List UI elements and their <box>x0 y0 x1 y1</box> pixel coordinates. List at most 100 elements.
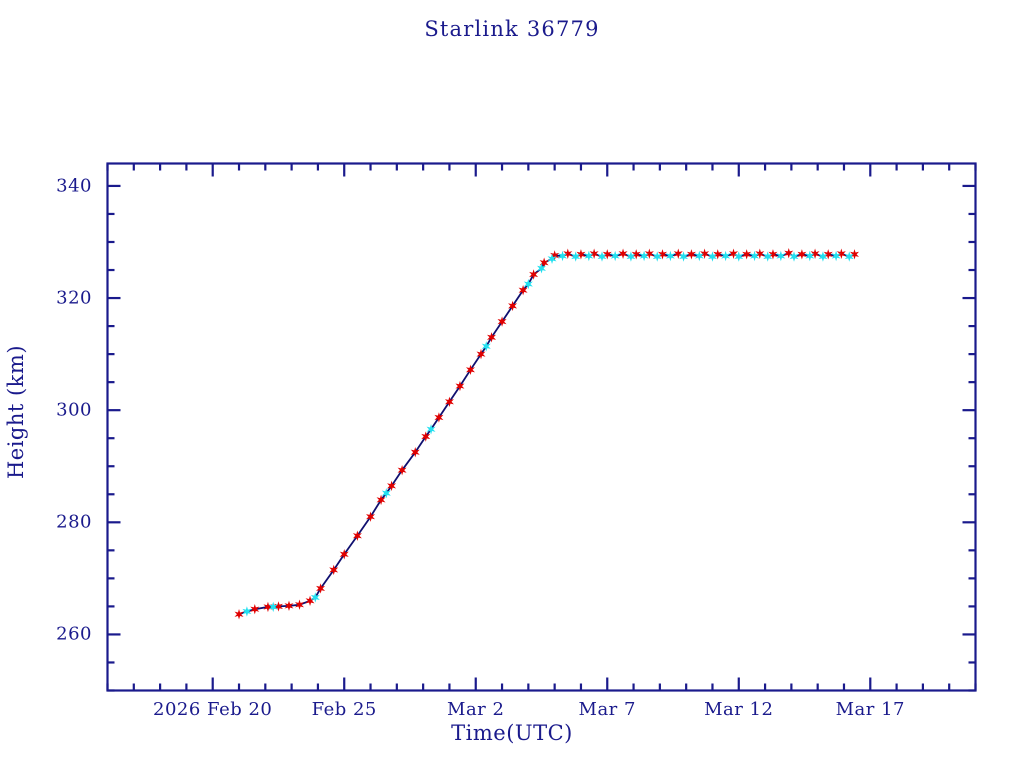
data-point-marker-perigee <box>844 251 854 262</box>
data-point-marker-perigee <box>597 251 607 262</box>
data-point-marker-apogee <box>366 511 376 522</box>
data-point-marker-apogee <box>729 248 739 259</box>
x-tick-label: 2026 Feb 20 <box>153 698 273 720</box>
data-point-marker-apogee <box>387 480 397 492</box>
x-tick-label: Mar 7 <box>578 698 636 720</box>
axis-frame <box>106 162 977 692</box>
x-tick-label: Feb 25 <box>311 698 377 720</box>
data-point-marker-perigee <box>558 250 568 262</box>
data-point-marker-apogee <box>329 564 339 576</box>
data-point-marker-perigee <box>310 592 320 603</box>
y-tick-label: 320 <box>56 287 92 309</box>
data-point-marker-apogee <box>487 332 497 343</box>
data-point-marker-apogee <box>700 248 710 259</box>
data-point-marker-perigee <box>721 250 731 262</box>
data-point-marker-apogee <box>644 248 654 259</box>
data-point-marker-perigee <box>831 250 841 262</box>
data-point-marker-perigee <box>523 278 533 290</box>
series-lines <box>238 252 855 616</box>
data-point-marker-apogee <box>589 248 599 259</box>
data-point-marker-apogee <box>742 249 752 260</box>
data-point-marker-apogee <box>339 549 349 560</box>
data-point-marker-apogee <box>768 249 778 260</box>
data-point-marker-perigee <box>547 253 557 265</box>
data-point-marker-perigee <box>481 341 491 352</box>
data-point-marker-apogee <box>465 364 475 376</box>
data-point-marker-perigee <box>537 263 546 274</box>
data-point-marker-apogee <box>810 248 820 259</box>
data-point-marker-perigee <box>750 250 760 262</box>
y-tick-label: 260 <box>56 623 92 645</box>
data-point-marker-apogee <box>497 316 507 327</box>
data-point-marker-apogee <box>444 396 454 407</box>
data-point-marker-perigee <box>268 601 278 613</box>
data-point-marker-apogee <box>352 530 362 541</box>
plot-frame <box>106 162 977 692</box>
y-tick-label: 300 <box>56 399 92 421</box>
series-connector-line <box>238 252 855 616</box>
data-point-marker-apogee <box>476 348 486 360</box>
data-point-marker-apogee <box>250 604 260 615</box>
x-tick-label: Mar 17 <box>835 698 905 720</box>
data-point-marker-apogee <box>713 249 723 260</box>
page-title: Starlink 36779 <box>424 17 600 41</box>
data-point-marker-apogee <box>797 249 807 260</box>
data-point-marker-apogee <box>686 249 696 260</box>
data-point-marker-apogee <box>284 600 294 612</box>
data-point-marker-apogee <box>421 431 431 442</box>
data-point-marker-apogee <box>850 249 860 260</box>
tick-marks <box>106 163 977 692</box>
data-point-marker-perigee <box>242 606 252 617</box>
data-point-marker-perigee <box>707 251 717 262</box>
y-tick-label: 340 <box>56 175 92 197</box>
data-point-marker-apogee <box>823 249 833 260</box>
y-tick-label: 280 <box>56 511 92 533</box>
data-point-marker-apogee <box>784 248 794 259</box>
data-point-marker-perigee <box>763 251 773 262</box>
series-markers <box>234 248 860 620</box>
data-point-marker-perigee <box>426 424 436 435</box>
data-point-marker-apogee <box>631 249 641 260</box>
data-point-marker-apogee <box>263 601 273 613</box>
data-point-marker-apogee <box>576 249 586 260</box>
data-point-marker-apogee <box>508 300 518 312</box>
data-point-marker-apogee <box>755 248 765 259</box>
data-point-marker-apogee <box>376 494 386 506</box>
x-tick-label: Mar 2 <box>447 698 505 720</box>
data-point-marker-perigee <box>789 251 799 262</box>
data-point-marker-apogee <box>410 447 420 458</box>
data-point-marker-apogee <box>563 248 573 259</box>
data-point-marker-apogee <box>397 464 407 476</box>
data-point-marker-perigee <box>584 250 594 262</box>
data-point-marker-apogee <box>455 380 465 392</box>
data-point-marker-perigee <box>626 251 636 262</box>
data-point-marker-apogee <box>434 412 444 423</box>
data-point-marker-apogee <box>673 248 683 259</box>
data-point-marker-apogee <box>539 257 549 268</box>
data-point-marker-perigee <box>571 251 581 262</box>
data-point-marker-apogee <box>618 248 628 259</box>
data-point-marker-perigee <box>679 251 689 262</box>
data-point-marker-perigee <box>639 250 649 262</box>
data-point-marker-perigee <box>694 250 704 262</box>
data-point-marker-perigee <box>805 250 815 262</box>
data-point-marker-apogee <box>273 601 283 612</box>
data-point-marker-apogee <box>234 609 244 620</box>
data-point-marker-apogee <box>836 248 846 259</box>
x-tick-label: Mar 12 <box>704 698 774 720</box>
x-axis-label: Time(UTC) <box>451 721 573 745</box>
data-point-marker-perigee <box>652 251 662 262</box>
data-point-marker-apogee <box>657 249 667 260</box>
data-point-marker-perigee <box>610 250 620 262</box>
data-point-marker-apogee <box>295 599 305 610</box>
data-point-marker-apogee <box>550 250 560 261</box>
data-point-marker-apogee <box>316 583 326 594</box>
data-point-marker-apogee <box>518 285 528 296</box>
data-point-marker-perigee <box>734 251 744 262</box>
data-point-marker-perigee <box>665 250 675 262</box>
data-point-marker-apogee <box>602 249 612 260</box>
data-point-marker-apogee <box>529 269 539 280</box>
data-point-marker-apogee <box>305 595 315 606</box>
